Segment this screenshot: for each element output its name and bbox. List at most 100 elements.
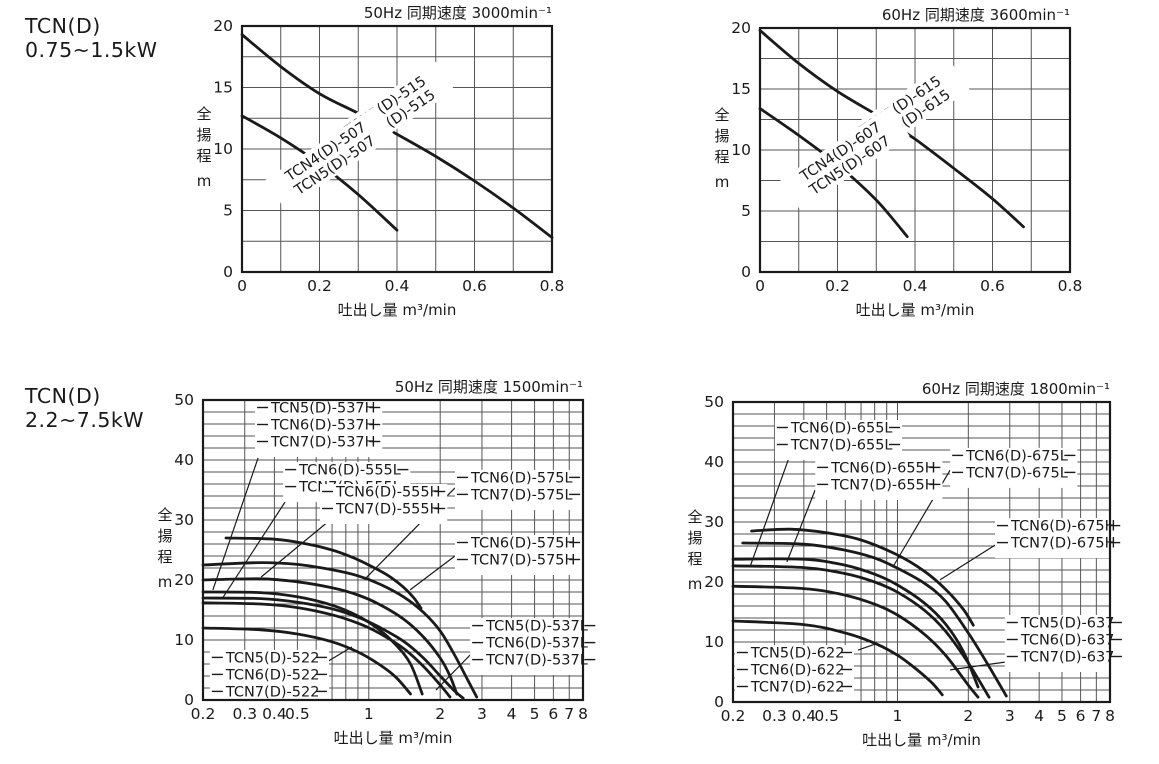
y-tick-label: 20 bbox=[704, 573, 724, 591]
curve-TCN5(D)-515 bbox=[240, 33, 554, 239]
svg-text:TCN5(D)-537H: TCN5(D)-537H bbox=[270, 401, 376, 417]
curve-TCN5(D)-522 bbox=[201, 626, 412, 696]
curve-TCN5(D)-537L bbox=[201, 601, 452, 699]
axis-labels: 50Hz 同期速度 3000min⁻¹ 0 0.2 0.4 0.6 0.8 0 5 10 15 20… bbox=[196, 4, 564, 319]
y-tick-label: 10 bbox=[704, 633, 724, 651]
x-tick-label: 1 bbox=[364, 705, 374, 723]
pump-curves bbox=[731, 527, 1008, 699]
x-tick-label: 2 bbox=[963, 707, 973, 725]
curve-TCN6(D)-555H bbox=[201, 577, 459, 696]
y-tick-label: 0 bbox=[741, 263, 751, 281]
leader-lines bbox=[749, 454, 1005, 671]
svg-text:TCN7(D)-522: TCN7(D)-522 bbox=[225, 684, 320, 700]
chart-title: 60Hz 同期速度 1800min⁻¹ bbox=[922, 380, 1110, 398]
svg-text:TCN6(D)-537H: TCN6(D)-537H bbox=[270, 418, 376, 434]
y-axis-label-char: 全 bbox=[714, 106, 729, 124]
model-group-heading-small: TCN(D) 0.75~1.5kW bbox=[25, 14, 158, 62]
y-axis-unit: m bbox=[715, 173, 730, 191]
x-tick-label: 0.4 bbox=[792, 707, 817, 725]
svg-text:TCN5(D)-522: TCN5(D)-522 bbox=[225, 650, 320, 666]
curve-TCN6(D)-555L bbox=[201, 596, 465, 700]
x-tick-label: 0.4 bbox=[385, 277, 410, 295]
x-tick-label: 0 bbox=[237, 277, 247, 295]
plot-border bbox=[758, 26, 1072, 274]
x-axis-label: 吐出し量 m³/min bbox=[862, 731, 981, 749]
pump-curves bbox=[201, 536, 479, 700]
svg-text:TCN6(D)-575L: TCN6(D)-575L bbox=[470, 470, 573, 486]
model-group-heading-large: TCN(D) 2.2~7.5kW bbox=[25, 384, 144, 432]
y-tick-label: 20 bbox=[174, 571, 194, 589]
svg-text:TCN6(D)-522: TCN6(D)-522 bbox=[225, 667, 320, 683]
y-tick-label: 20 bbox=[731, 19, 751, 37]
y-tick-label: 10 bbox=[731, 141, 751, 159]
y-tick-label: 15 bbox=[213, 79, 233, 97]
svg-text:TCN7(D)-637: TCN7(D)-637 bbox=[1020, 650, 1115, 666]
svg-text:TCN5(D)-537L: TCN5(D)-537L bbox=[485, 619, 588, 635]
chart-title: 50Hz 同期速度 1500min⁻¹ bbox=[395, 378, 583, 396]
svg-text:TCN7(D)-655H: TCN7(D)-655H bbox=[830, 477, 936, 493]
x-tick-label: 3 bbox=[477, 705, 487, 723]
y-axis-label-char: 程 bbox=[714, 148, 729, 166]
x-tick-label: 0.3 bbox=[232, 705, 257, 723]
x-tick-label: 1 bbox=[893, 707, 903, 725]
model-power-range: 2.2~7.5kW bbox=[25, 408, 145, 432]
model-power-range: 0.75~1.5kW bbox=[25, 38, 158, 62]
y-axis-label-char: 揚 bbox=[714, 127, 729, 145]
svg-text:TCN7(D)-655L: TCN7(D)-655L bbox=[790, 438, 893, 454]
curve-TCN6(D)-655H bbox=[731, 557, 980, 689]
y-axis-label-char: 程 bbox=[196, 147, 211, 165]
x-tick-label: 0.5 bbox=[814, 707, 839, 725]
y-tick-label: 0 bbox=[223, 263, 233, 281]
svg-text:TCN6(D)-675H: TCN6(D)-675H bbox=[1010, 519, 1116, 535]
curve-TCN6(D)-655L bbox=[731, 564, 991, 699]
svg-text:TCN5(D)-637: TCN5(D)-637 bbox=[1020, 616, 1115, 632]
y-tick-label: 5 bbox=[741, 202, 751, 220]
x-tick-label: 0.2 bbox=[825, 277, 850, 295]
y-tick-label: 40 bbox=[704, 453, 724, 471]
curve-TCN6(D)-575H bbox=[224, 536, 423, 610]
y-axis-label-char: 全 bbox=[157, 506, 172, 524]
x-tick-label: 8 bbox=[578, 705, 588, 723]
y-axis-label-char: 程 bbox=[157, 548, 172, 566]
svg-text:TCN7(D)-555H: TCN7(D)-555H bbox=[335, 502, 441, 518]
plot-border bbox=[201, 398, 585, 702]
x-tick-label: 0.6 bbox=[462, 277, 487, 295]
x-axis-label: 吐出し量 m³/min bbox=[334, 729, 453, 747]
y-tick-label: 10 bbox=[174, 631, 194, 649]
x-tick-label: 7 bbox=[1091, 707, 1101, 725]
svg-text:TCN7(D)-575L: TCN7(D)-575L bbox=[470, 487, 573, 503]
y-axis-label-char: 揚 bbox=[196, 126, 211, 144]
axis-labels: 60Hz 同期速度 3600min⁻¹ 0 0.2 0.4 0.6 0.8 0 5 10 15 20… bbox=[714, 6, 1082, 319]
svg-text:TCN6(D)-555L: TCN6(D)-555L bbox=[298, 463, 401, 479]
y-tick-label: 40 bbox=[174, 451, 194, 469]
svg-text:TCN6(D)-622: TCN6(D)-622 bbox=[750, 663, 845, 679]
y-axis-label-char: 全 bbox=[687, 508, 702, 526]
x-tick-label: 0.2 bbox=[307, 277, 332, 295]
y-axis-label-char: 全 bbox=[196, 105, 211, 123]
axis-labels: 60Hz 同期速度 1800min⁻¹ 0.2 0.3 0.40.5 1 2 3 4 5 6 7 8 0… bbox=[687, 380, 1114, 749]
svg-text:TCN6(D)-555H: TCN6(D)-555H bbox=[335, 485, 441, 501]
x-tick-label: 8 bbox=[1105, 707, 1115, 725]
svg-text:TCN7(D)-575H: TCN7(D)-575H bbox=[470, 553, 576, 569]
x-tick-label: 5 bbox=[530, 705, 540, 723]
curve-TCN6(D)-675H bbox=[750, 527, 975, 627]
y-tick-label: 50 bbox=[174, 391, 194, 409]
svg-text:TCN7(D)-537L: TCN7(D)-537L bbox=[485, 653, 588, 669]
curve-labels: TCN6(D)-655LTCN7(D)-655LTCN6(D)-655HTCN7… bbox=[734, 420, 1124, 702]
y-axis-unit: m bbox=[688, 575, 703, 593]
x-tick-label: 0.5 bbox=[285, 705, 310, 723]
plot-border bbox=[731, 400, 1112, 704]
